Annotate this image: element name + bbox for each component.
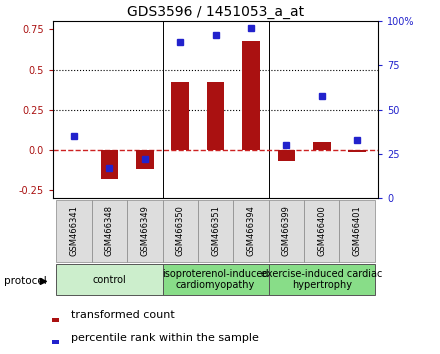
Text: GSM466401: GSM466401 bbox=[353, 206, 362, 256]
Bar bbox=[171, 82, 189, 150]
Text: transformed count: transformed count bbox=[71, 310, 175, 320]
FancyBboxPatch shape bbox=[304, 200, 340, 262]
Bar bbox=[136, 150, 154, 169]
FancyBboxPatch shape bbox=[56, 264, 162, 295]
Text: GSM466341: GSM466341 bbox=[70, 206, 78, 256]
FancyBboxPatch shape bbox=[269, 264, 375, 295]
Bar bbox=[52, 339, 59, 343]
FancyBboxPatch shape bbox=[269, 200, 304, 262]
Bar bbox=[348, 150, 366, 152]
Title: GDS3596 / 1451053_a_at: GDS3596 / 1451053_a_at bbox=[127, 5, 304, 19]
FancyBboxPatch shape bbox=[233, 200, 269, 262]
Text: exercise-induced cardiac
hypertrophy: exercise-induced cardiac hypertrophy bbox=[261, 269, 382, 291]
Text: GSM466350: GSM466350 bbox=[176, 206, 185, 256]
Bar bbox=[313, 142, 330, 150]
FancyBboxPatch shape bbox=[340, 200, 375, 262]
Bar bbox=[278, 150, 295, 161]
Text: isoproterenol-induced
cardiomyopathy: isoproterenol-induced cardiomyopathy bbox=[162, 269, 269, 291]
FancyBboxPatch shape bbox=[162, 264, 269, 295]
FancyBboxPatch shape bbox=[56, 200, 92, 262]
Text: GSM466349: GSM466349 bbox=[140, 206, 149, 256]
Bar bbox=[52, 318, 59, 322]
Text: GSM466351: GSM466351 bbox=[211, 206, 220, 256]
Bar bbox=[207, 82, 224, 150]
Text: protocol: protocol bbox=[4, 276, 47, 286]
FancyBboxPatch shape bbox=[162, 200, 198, 262]
FancyBboxPatch shape bbox=[127, 200, 162, 262]
Text: GSM466400: GSM466400 bbox=[317, 206, 326, 256]
FancyBboxPatch shape bbox=[92, 200, 127, 262]
Text: GSM466348: GSM466348 bbox=[105, 205, 114, 257]
Text: percentile rank within the sample: percentile rank within the sample bbox=[71, 332, 259, 343]
Text: GSM466394: GSM466394 bbox=[246, 206, 256, 256]
Bar bbox=[242, 41, 260, 150]
FancyBboxPatch shape bbox=[198, 200, 233, 262]
Text: GSM466399: GSM466399 bbox=[282, 206, 291, 256]
Bar bbox=[101, 150, 118, 179]
Text: control: control bbox=[92, 275, 126, 285]
